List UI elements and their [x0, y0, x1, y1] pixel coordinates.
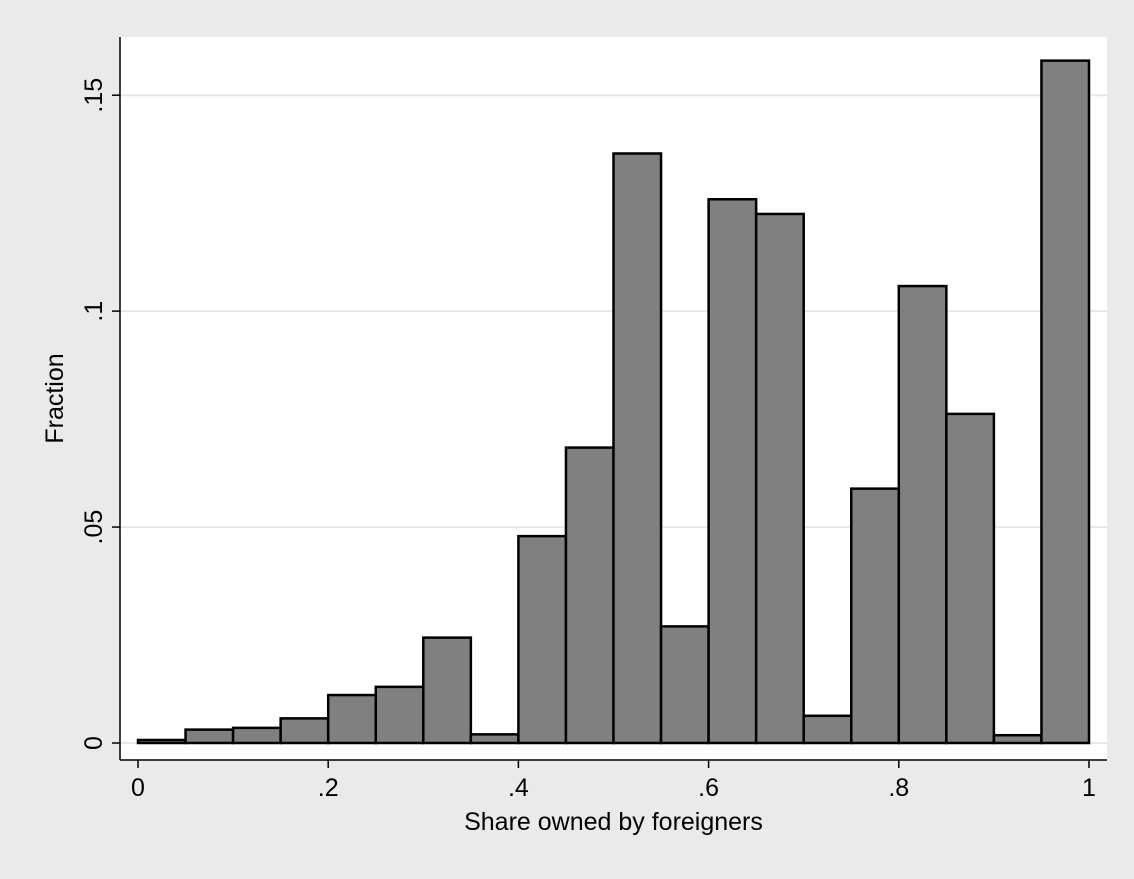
axes [119, 37, 1107, 761]
histogram-bar [517, 534, 568, 745]
x-axis-title: Share owned by foreigners [464, 808, 763, 836]
histogram-bar [802, 714, 853, 745]
x-tick-label: .4 [508, 774, 529, 802]
histogram-bar [754, 212, 805, 745]
y-tick-label: .1 [80, 301, 108, 322]
histogram-bar [136, 738, 187, 745]
histogram-bar [659, 625, 710, 745]
histogram-bar [945, 412, 996, 745]
histogram-bar [469, 733, 520, 745]
histogram-bar [231, 726, 282, 745]
histogram-bar [564, 446, 615, 745]
bars [136, 59, 1091, 745]
histogram-bar [992, 733, 1043, 745]
x-tick-label: 1 [1082, 774, 1096, 802]
histogram-bar [374, 685, 425, 745]
histogram-bar [279, 717, 330, 745]
histogram-bar [612, 152, 663, 745]
histogram-bar [897, 284, 948, 745]
histogram-bar [422, 636, 473, 745]
x-tick-label: 0 [131, 774, 145, 802]
histogram-bar [184, 728, 235, 745]
histogram-bar [707, 198, 758, 745]
y-tick-label: 0 [80, 736, 108, 750]
x-tick-label: .2 [318, 774, 339, 802]
histogram-bar [850, 487, 901, 745]
histogram-bar [326, 693, 378, 745]
y-axis-title: Fraction [41, 353, 69, 443]
histogram-bar [1040, 59, 1091, 745]
x-tick-label: .8 [888, 774, 909, 802]
y-tick-label: .15 [80, 78, 108, 113]
x-tick-label: .6 [698, 774, 719, 802]
y-tick-label: .05 [80, 510, 108, 545]
tick-labels: 0 .2 .4 .6 .8 1 0 .05 .1 .15 [80, 78, 1096, 802]
